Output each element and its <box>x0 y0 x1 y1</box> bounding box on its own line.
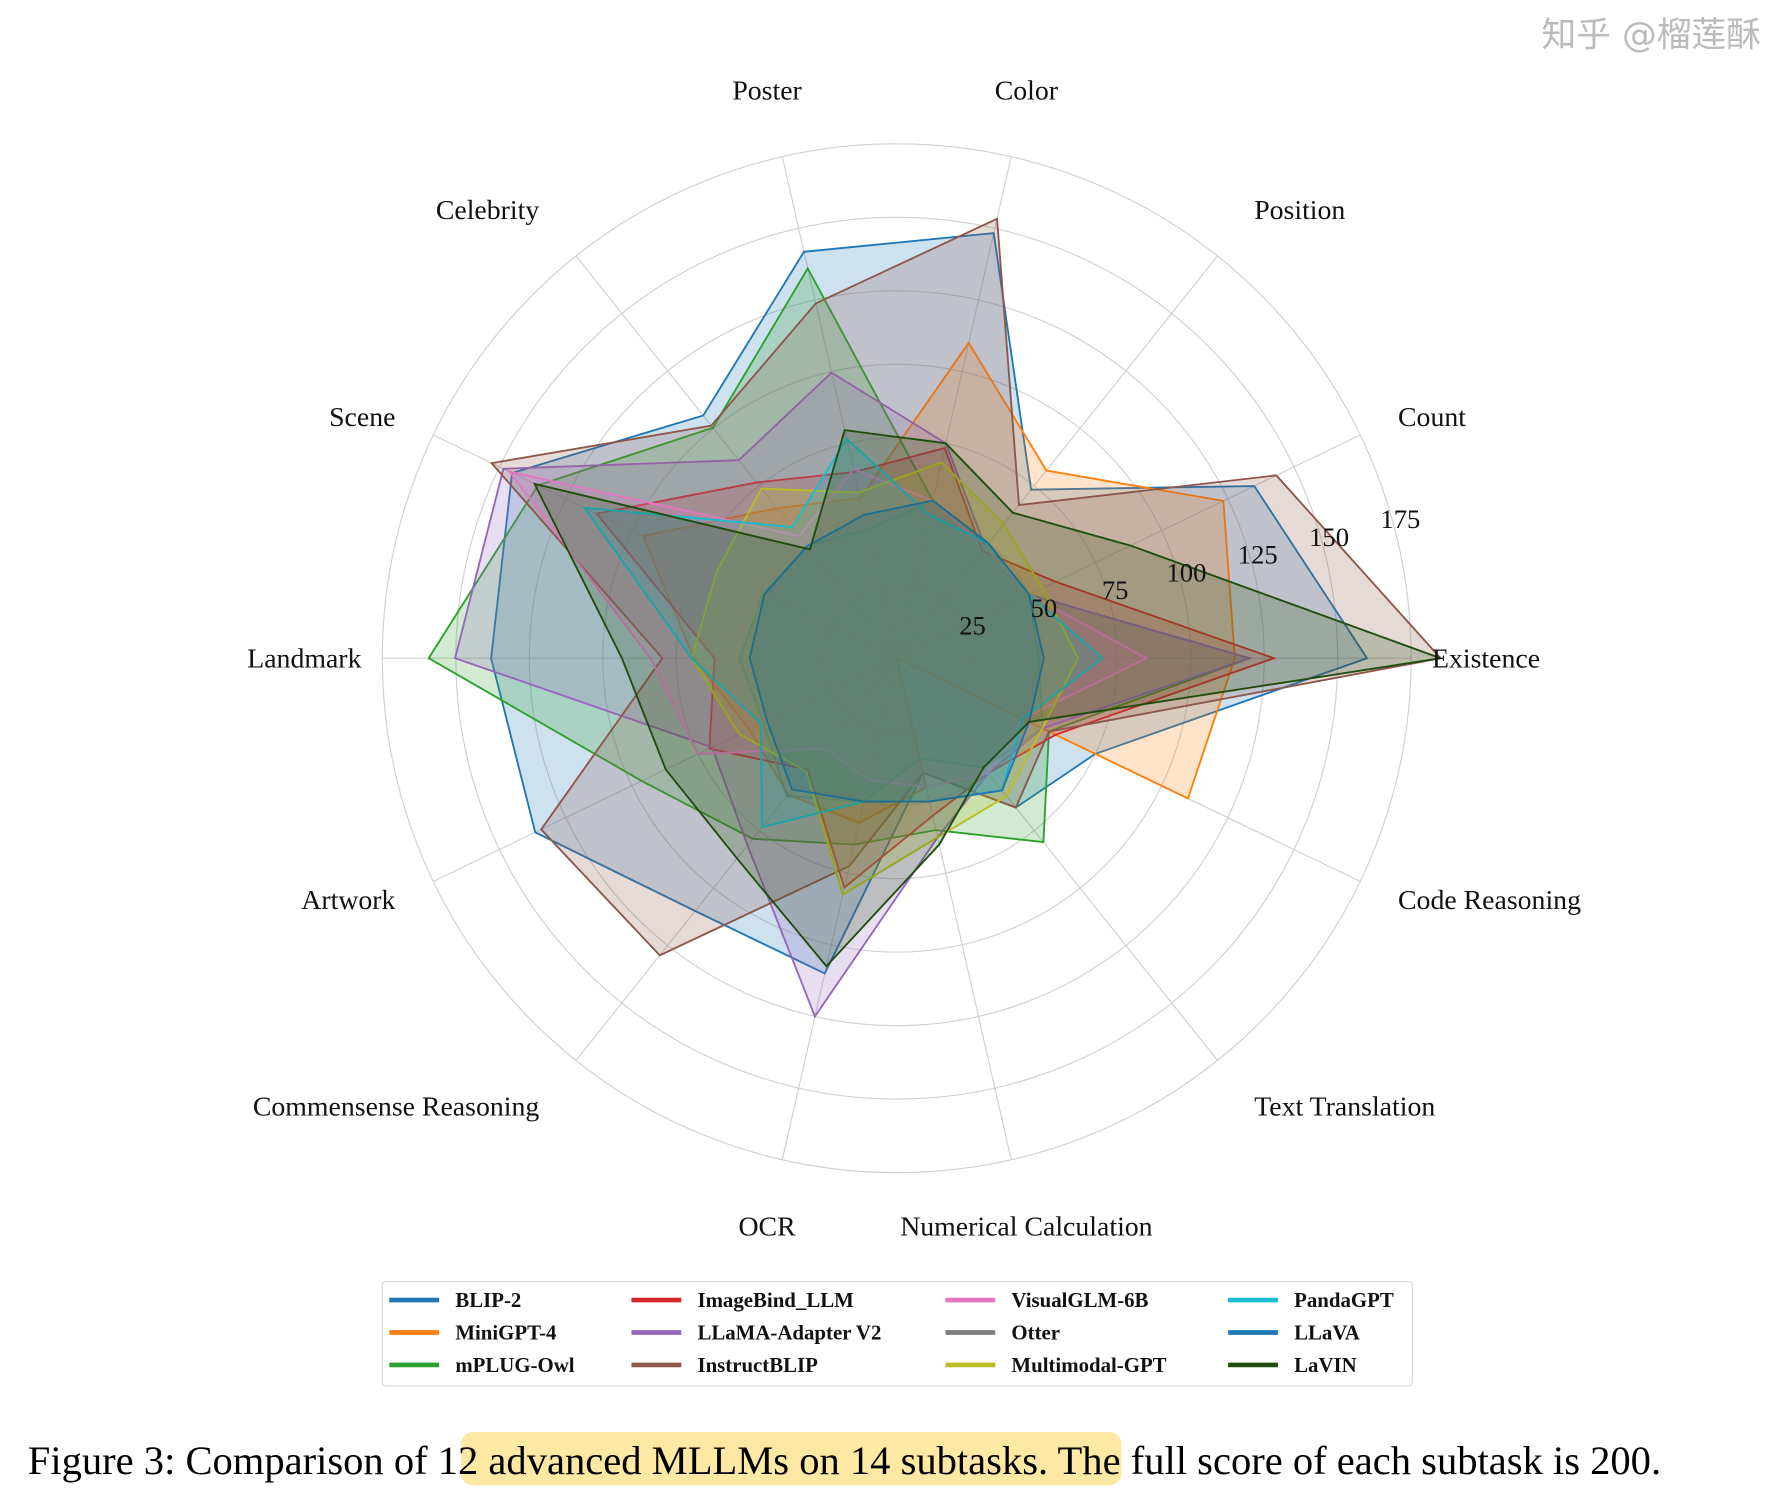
caption-prefix: Figure 3: Comparison of <box>28 1438 438 1483</box>
legend: BLIP-2 MiniGPT-4 mPLUG-Owl ImageBind_LLM LLa… <box>381 1280 1413 1387</box>
caption: Figure 3: Comparison of 12 advanced MLLM… <box>28 1432 1661 1486</box>
radial-tick-label: 125 <box>1238 540 1278 570</box>
axis-label: Landmark <box>247 643 361 674</box>
radial-tick-label: 50 <box>1031 593 1058 623</box>
caption-highlight <box>461 1432 1122 1486</box>
radial-tick-label: 25 <box>959 611 986 641</box>
axis-label: Poster <box>732 75 802 106</box>
grid-spoke <box>781 156 898 659</box>
axis-label: Text Translation <box>1254 1092 1435 1123</box>
radial-tick-labels: 25 50 75 100 125 150 175 <box>959 504 1420 641</box>
caption-suffix: The full score of each subtask is 200. <box>1048 1438 1661 1483</box>
axis-label: OCR <box>738 1212 796 1243</box>
axis-label: Code Reasoning <box>1398 885 1581 916</box>
watermark: 知乎 @榴莲酥 <box>1541 15 1761 55</box>
legend-label: Otter <box>1011 1320 1060 1344</box>
legend-label: PandaGPT <box>1294 1288 1394 1312</box>
radial-tick-label: 75 <box>1102 575 1129 605</box>
grid-spoke <box>896 255 1218 659</box>
axis-label: Celebrity <box>436 195 540 226</box>
legend-label: MiniGPT-4 <box>455 1320 557 1344</box>
grid-spoke <box>575 255 898 659</box>
svg-text:Figure 3: Comparison of 12 adv: Figure 3: Comparison of 12 advanced MLLM… <box>28 1438 1661 1483</box>
axis-label: Artwork <box>301 885 395 916</box>
series-llava <box>748 499 1045 803</box>
axis-label: Scene <box>329 402 395 433</box>
legend-label: mPLUG-Owl <box>455 1353 574 1377</box>
legend-label: LaVIN <box>1294 1353 1357 1377</box>
series-minigpt-4 <box>641 341 1236 824</box>
axis-label: Commensense Reasoning <box>253 1092 540 1123</box>
axis-labels: Existence Count Position Color Poster Celebri… <box>247 75 1581 1242</box>
legend-label: Multimodal-GPT <box>1011 1353 1166 1377</box>
legend-label: LLaVA <box>1294 1320 1360 1344</box>
legend-label: LLaMA-Adapter V2 <box>697 1320 881 1344</box>
axis-label: Count <box>1398 402 1466 433</box>
series-instructblip <box>489 217 1443 957</box>
grid-spoke <box>896 156 1012 659</box>
radial-tick-label: 175 <box>1380 504 1420 534</box>
grid-spoke <box>575 657 898 1061</box>
axis-label: Position <box>1254 195 1345 226</box>
axis-label: Numerical Calculation <box>900 1212 1152 1243</box>
series-visualglm-6b <box>507 468 1149 789</box>
axis-label: Existence <box>1432 643 1540 674</box>
grid-spoke <box>896 434 1361 659</box>
series-imagebind-llm <box>595 446 1277 890</box>
legend-label: InstructBLIP <box>697 1353 818 1377</box>
axis-label: Color <box>995 75 1059 106</box>
radial-tick-label: 100 <box>1166 557 1206 587</box>
radar-series <box>427 217 1443 1019</box>
caption-highlight-text: 12 advanced MLLMs on 14 subtasks. <box>438 1438 1048 1483</box>
series-lavin <box>532 429 1441 968</box>
grid-spoke <box>896 657 1218 1061</box>
grid-spoke <box>781 658 898 1160</box>
legend-label: ImageBind_LLM <box>697 1288 854 1312</box>
legend-label: BLIP-2 <box>455 1288 521 1312</box>
legend-label: VisualGLM-6B <box>1011 1288 1148 1312</box>
radial-tick-label: 150 <box>1309 522 1349 552</box>
legend-box <box>381 1280 1413 1387</box>
